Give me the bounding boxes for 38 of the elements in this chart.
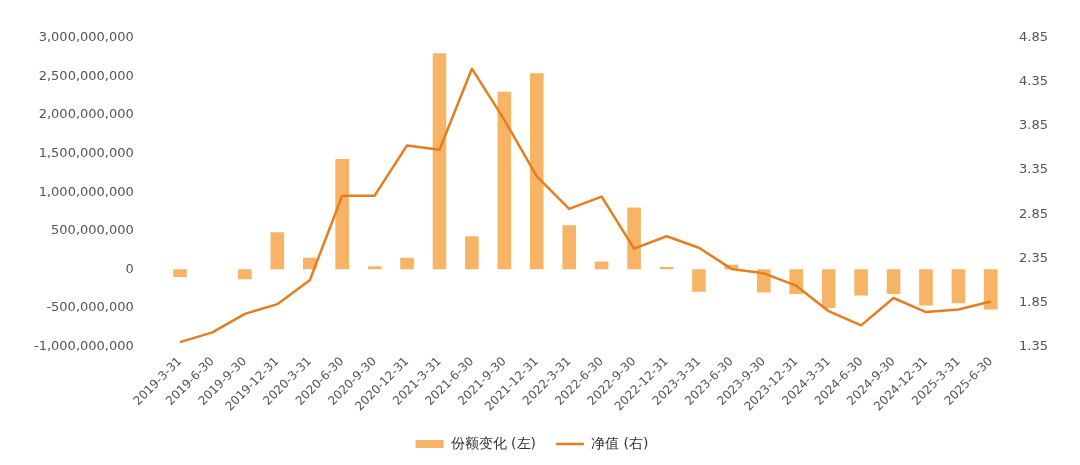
bar	[854, 269, 868, 296]
bar	[367, 266, 382, 270]
bar	[821, 269, 836, 308]
bar	[627, 207, 641, 270]
y-tick-label: 1,000,000,000	[38, 183, 134, 199]
bar	[529, 73, 544, 270]
y-tick-label: 3,000,000,000	[38, 29, 134, 45]
y-tick-label: 1,500,000,000	[38, 144, 134, 160]
y2-tick-label: 1.35	[1019, 337, 1049, 353]
y-tick-label: 0	[125, 260, 134, 276]
bar	[562, 225, 577, 270]
y-tick-label: 2,000,000,000	[38, 106, 134, 122]
bar	[984, 269, 998, 310]
y2-tick-label: 3.35	[1019, 161, 1049, 177]
y2-tick-label: 4.35	[1019, 73, 1049, 89]
y-tick-label: 2,500,000,000	[38, 67, 134, 83]
y2-tick-label: 3.85	[1019, 117, 1049, 133]
y2-tick-label: 4.85	[1019, 29, 1049, 45]
bar	[497, 91, 512, 270]
bar	[400, 257, 414, 270]
y2-tick-label: 2.35	[1019, 249, 1049, 265]
y2-tick-label: 1.85	[1019, 293, 1049, 309]
bar	[173, 269, 187, 278]
y-tick-label: 500,000,000	[51, 222, 134, 238]
bar	[335, 158, 349, 270]
bar	[270, 232, 285, 270]
y2-tick-label: 2.85	[1019, 205, 1049, 221]
bar	[692, 269, 706, 292]
bar	[919, 269, 933, 306]
bar	[238, 269, 252, 280]
y-tick-label: -1,000,000,000	[33, 337, 134, 353]
bar	[432, 53, 447, 270]
bar	[465, 236, 479, 270]
bar	[951, 269, 966, 304]
legend-label: 份额变化 (左)	[450, 434, 536, 451]
legend-label: 净值 (右)	[591, 434, 649, 451]
y-tick-label: -500,000,000	[46, 299, 134, 315]
bar	[886, 269, 901, 295]
